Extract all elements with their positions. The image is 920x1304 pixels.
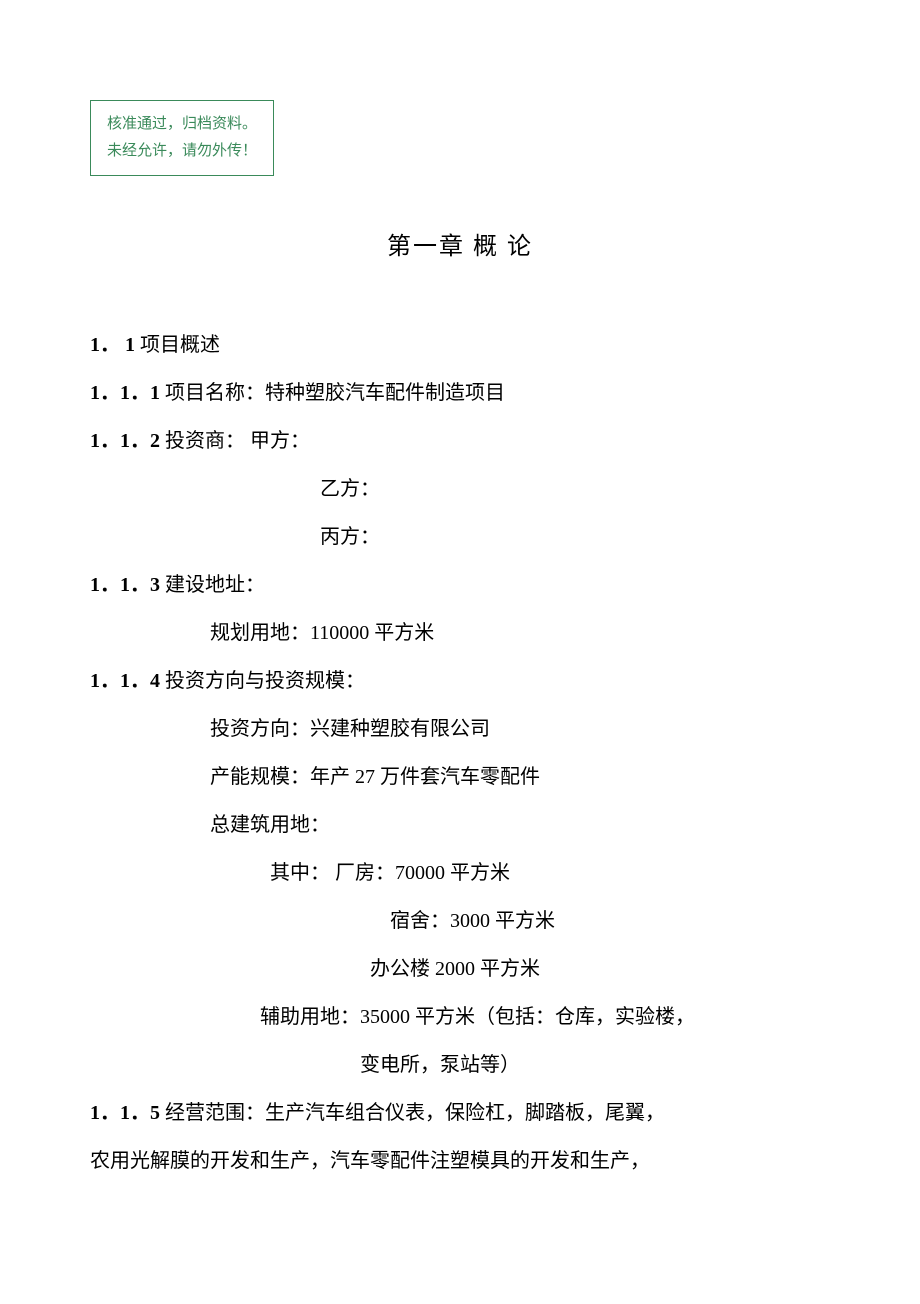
text-1-1-2: 投资商： 甲方： [165,430,310,452]
office-land: 办公楼 2000 平方米 [90,945,830,993]
investment-direction: 投资方向：兴建种塑胶有限公司 [90,705,830,753]
prefix-1-1-2: 1．1．2 [90,430,165,452]
section-1-1-3: 1．1．3 建设地址： [90,561,830,609]
chapter-title: 第一章 概 论 [90,226,830,261]
section-1-1: 1． 1 项目概述 [90,321,830,369]
prefix-1-1-4: 1．1．4 [90,670,165,692]
stamp-line2: 未经允许，请勿外传！ [107,138,257,165]
auxiliary-land-cont: 变电所，泵站等） [90,1041,830,1089]
stamp-line1: 核准通过，归档资料。 [107,111,257,138]
prefix-1-1-3: 1．1．3 [90,574,165,596]
text-1-1: 项目概述 [140,334,220,356]
total-land: 总建筑用地： [90,801,830,849]
text-1-1-3: 建设地址： [165,574,265,596]
capacity-scale: 产能规模：年产 27 万件套汽车零配件 [90,753,830,801]
prefix-1-1: 1． 1 [90,334,140,356]
business-scope-cont: 农用光解膜的开发和生产，汽车零配件注塑模具的开发和生产， [90,1137,830,1185]
dormitory-land: 宿舍：3000 平方米 [90,897,830,945]
text-1-1-1: 项目名称：特种塑胶汽车配件制造项目 [165,382,505,404]
prefix-1-1-1: 1．1．1 [90,382,165,404]
factory-land: 其中： 厂房：70000 平方米 [90,849,830,897]
planned-land: 规划用地：110000 平方米 [90,609,830,657]
party-b: 乙方： [90,465,830,513]
section-1-1-5: 1．1．5 经营范围：生产汽车组合仪表，保险杠，脚踏板，尾翼， [90,1089,830,1137]
party-c: 丙方： [90,513,830,561]
prefix-1-1-5: 1．1．5 [90,1102,165,1124]
section-1-1-4: 1．1．4 投资方向与投资规模： [90,657,830,705]
text-1-1-4: 投资方向与投资规模： [165,670,365,692]
section-1-1-1: 1．1．1 项目名称：特种塑胶汽车配件制造项目 [90,369,830,417]
auxiliary-land: 辅助用地：35000 平方米（包括：仓库，实验楼， [90,993,830,1041]
approval-stamp: 核准通过，归档资料。 未经允许，请勿外传！ [90,100,274,176]
document-content: 1． 1 项目概述 1．1．1 项目名称：特种塑胶汽车配件制造项目 1．1．2 … [90,321,830,1185]
section-1-1-2: 1．1．2 投资商： 甲方： [90,417,830,465]
text-1-1-5: 经营范围：生产汽车组合仪表，保险杠，脚踏板，尾翼， [165,1102,665,1124]
